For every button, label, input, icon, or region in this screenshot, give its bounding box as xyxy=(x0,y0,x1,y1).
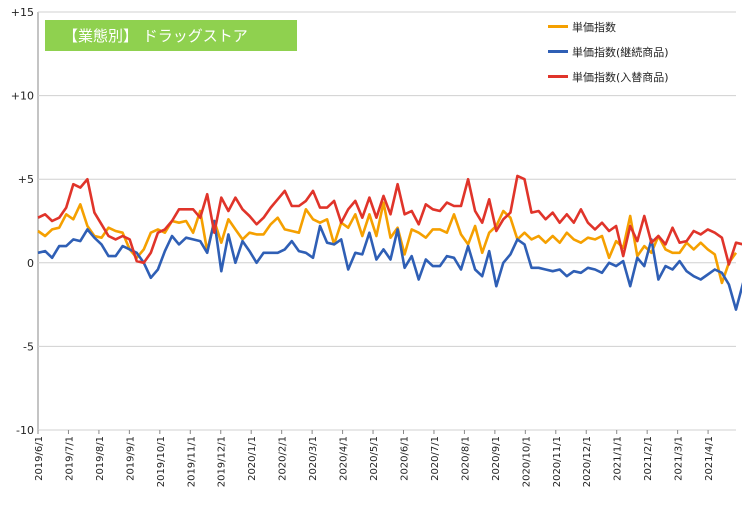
x-tick-label: 2020/11/1 xyxy=(552,436,563,487)
x-tick-label: 2020/10/1 xyxy=(521,436,532,487)
legend-item-unit-price-index: 単価指数 xyxy=(548,14,669,39)
x-tick-label: 2020/5/1 xyxy=(369,436,380,481)
x-tick-label: 2021/2/1 xyxy=(643,436,654,481)
legend-label: 単価指数(継続商品) xyxy=(572,45,669,59)
y-tick-label: -10 xyxy=(16,424,34,437)
x-tick-label: 2019/9/1 xyxy=(125,436,136,481)
x-tick-label: 2019/7/1 xyxy=(64,436,75,481)
x-tick-label: 2021/1/1 xyxy=(613,436,624,481)
series-line-0 xyxy=(37,201,738,285)
x-tick-label: 2020/7/1 xyxy=(430,436,441,481)
x-tick-label: 2020/8/1 xyxy=(460,436,471,481)
x-tick-label: 2021/4/1 xyxy=(704,436,715,481)
x-tick-label: 2019/11/1 xyxy=(186,436,197,487)
series-lines xyxy=(37,174,742,311)
x-tick-label: 2019/12/1 xyxy=(217,436,228,487)
x-tick-label: 2020/3/1 xyxy=(308,436,319,481)
x-tick-label: 2019/10/1 xyxy=(156,436,167,487)
x-tick-label: 2019/6/1 xyxy=(34,436,45,481)
chart-title: 【業態別】 ドラッグストア xyxy=(63,27,248,45)
x-tick-label: 2020/4/1 xyxy=(339,436,350,481)
legend: 単価指数 単価指数(継続商品) 単価指数(入替商品) xyxy=(548,14,669,89)
y-tick-label: +10 xyxy=(11,90,34,103)
series-line-1 xyxy=(37,219,742,311)
legend-item-replaced-items: 単価指数(入替商品) xyxy=(548,64,669,89)
y-axis: +15 +10 +5 0 -5 -10 xyxy=(11,6,34,437)
x-axis: 2019/6/1 2019/7/1 2019/8/1 2019/9/1 2019/10/… xyxy=(34,430,715,487)
x-tick-label: 2020/2/1 xyxy=(278,436,289,481)
x-tick-label: 2020/1/1 xyxy=(247,436,258,481)
x-tick-label: 2020/12/1 xyxy=(582,436,593,487)
chart-title-box: 【業態別】 ドラッグストア xyxy=(45,20,297,51)
legend-swatch-red xyxy=(548,75,568,78)
y-tick-label: +5 xyxy=(18,173,34,186)
x-tick-label: 2020/6/1 xyxy=(399,436,410,481)
x-tick-label: 2019/8/1 xyxy=(95,436,106,481)
x-tick-label: 2020/9/1 xyxy=(491,436,502,481)
y-tick-label: +15 xyxy=(11,6,34,19)
legend-label: 単価指数 xyxy=(572,20,616,34)
legend-swatch-orange xyxy=(548,25,568,28)
gridlines xyxy=(37,11,736,431)
legend-item-continuing-items: 単価指数(継続商品) xyxy=(548,39,669,64)
legend-swatch-blue xyxy=(548,50,568,53)
x-tick-label: 2021/3/1 xyxy=(674,436,685,481)
y-tick-label: 0 xyxy=(27,257,34,270)
series-line-2 xyxy=(37,174,742,266)
y-tick-label: -5 xyxy=(23,340,34,353)
legend-label: 単価指数(入替商品) xyxy=(572,70,669,84)
